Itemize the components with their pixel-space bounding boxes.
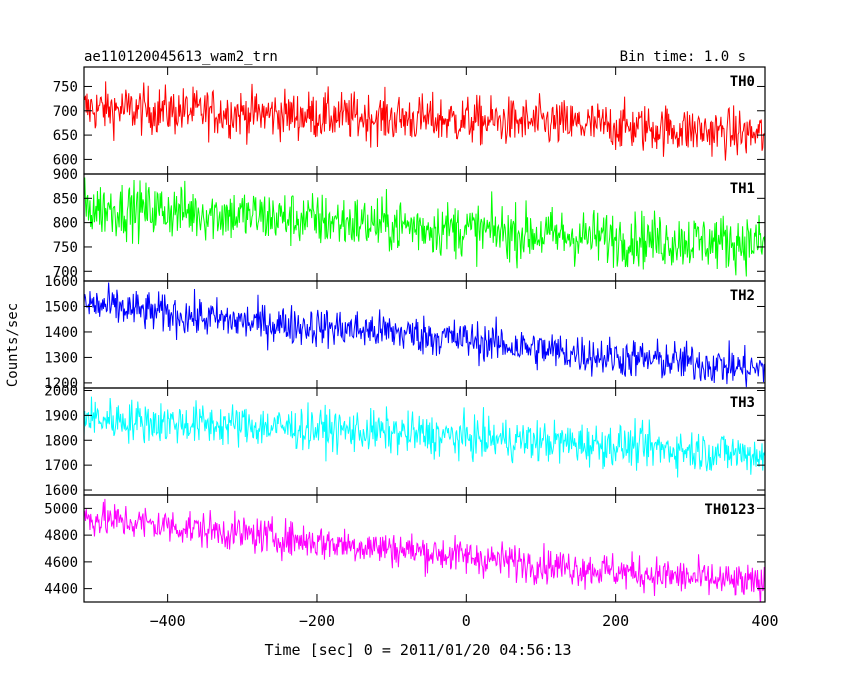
y-tick-label: 1800	[44, 433, 78, 449]
x-tick-label: 400	[751, 612, 778, 630]
y-tick-label: 1900	[44, 408, 78, 424]
y-tick-label: 1200	[44, 376, 78, 392]
series-line-th0123	[84, 498, 765, 602]
y-tick-label: 1300	[44, 350, 78, 366]
panel-frame-th0123	[83, 494, 766, 603]
y-tick-label: 1700	[44, 458, 78, 474]
y-axis-label: Counts/sec	[5, 303, 21, 387]
y-tick-label: 800	[53, 216, 78, 232]
x-tick-label: 0	[462, 612, 471, 630]
x-tick-label: 200	[602, 612, 629, 630]
x-axis-label: Time [sec] 0 = 2011/01/20 04:56:13	[264, 641, 571, 659]
x-tick-label: −200	[299, 612, 335, 630]
y-tick-label: 850	[53, 191, 78, 207]
y-tick-label: 700	[53, 264, 78, 280]
y-tick-label: 650	[53, 128, 78, 144]
y-tick-label: 5000	[44, 501, 78, 517]
panel-label-th1: TH1	[730, 181, 755, 197]
panels-group: TH0 600 650 700 750 TH1 700 750 800 850 900 TH2 1200…	[44, 66, 779, 630]
panel-label-th0: TH0	[730, 74, 755, 90]
y-tick-label: 900	[53, 167, 78, 183]
panel-label-th3: TH3	[730, 395, 755, 411]
y-tick-label: 750	[53, 79, 78, 95]
series-line-th1	[84, 177, 765, 277]
y-tick-label: 1400	[44, 325, 78, 341]
y-tick-label: 2000	[44, 383, 78, 399]
y-tick-label: 4800	[44, 528, 78, 544]
y-tick-label: 1600	[44, 483, 78, 499]
panel-label-th0123: TH0123	[704, 502, 755, 518]
series-line-th0	[84, 81, 765, 161]
y-tick-label: 600	[53, 152, 78, 168]
y-tick-label: 700	[53, 104, 78, 120]
y-tick-label: 1500	[44, 299, 78, 315]
series-line-th3	[84, 396, 765, 478]
x-tick-label: −400	[150, 612, 186, 630]
panel-label-th2: TH2	[730, 288, 755, 304]
y-tick-label: 1600	[44, 274, 78, 290]
y-tick-label: 4400	[44, 582, 78, 598]
plot-title: ae110120045613_wam2_trn	[84, 49, 278, 65]
series-line-th2	[84, 282, 765, 388]
y-tick-label: 4600	[44, 555, 78, 571]
y-tick-label: 750	[53, 240, 78, 256]
bin-time-label: Bin time: 1.0 s	[620, 49, 746, 65]
